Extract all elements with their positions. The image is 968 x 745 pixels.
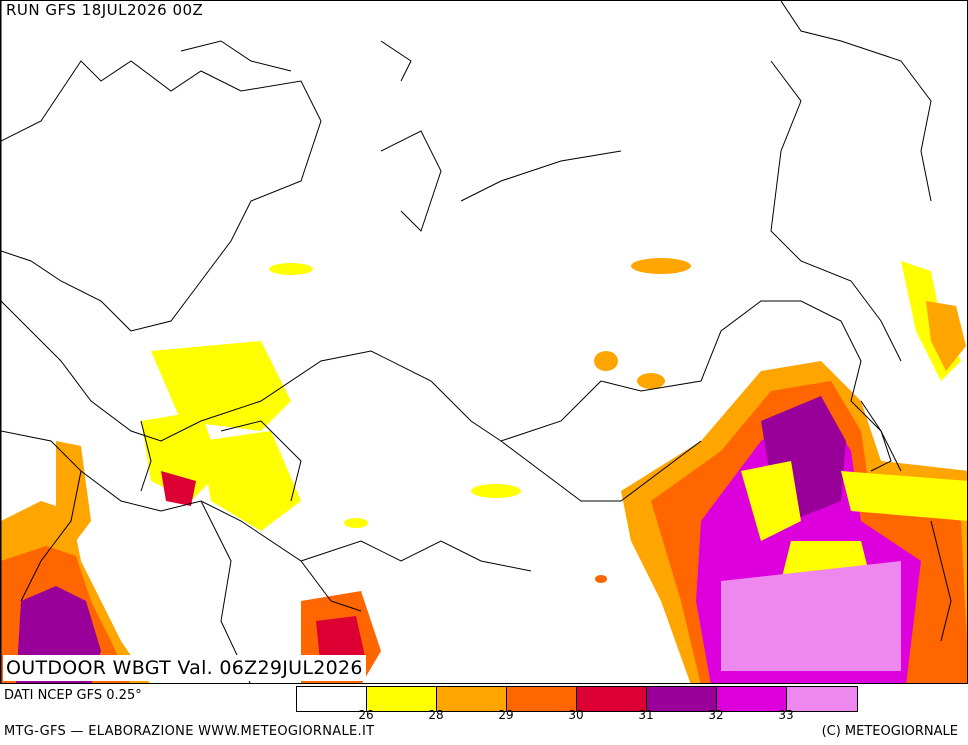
data-source-label: DATI NCEP GFS 0.25° bbox=[4, 688, 142, 703]
legend-tick-label: 26 bbox=[358, 708, 374, 722]
legend-tick-label: 29 bbox=[498, 708, 514, 722]
footer-copyright: (C) METEOGIORNALE bbox=[821, 724, 958, 739]
run-label: RUN GFS 18JUL2026 00Z bbox=[4, 1, 206, 19]
heat-field-east-asia bbox=[621, 261, 967, 683]
map-area bbox=[0, 0, 968, 684]
legend-tick-label: 30 bbox=[568, 708, 584, 722]
country-borders bbox=[1, 1, 952, 683]
legend-tick-label: 32 bbox=[708, 708, 724, 722]
legend-swatch bbox=[507, 687, 577, 711]
legend-swatch bbox=[367, 687, 437, 711]
map-title: OUTDOOR WBGT Val. 06Z29JUL2026 bbox=[3, 655, 366, 681]
legend-swatch bbox=[437, 687, 507, 711]
legend-tick-label: 28 bbox=[428, 708, 444, 722]
heat-spots bbox=[269, 258, 691, 583]
legend-swatch bbox=[647, 687, 717, 711]
legend-swatch bbox=[297, 687, 367, 711]
legend-swatch bbox=[787, 687, 857, 711]
legend-tick-label: 31 bbox=[638, 708, 654, 722]
heat-field-south-asia bbox=[1, 341, 381, 683]
footer-credit: MTG-GFS — ELABORAZIONE WWW.METEOGIORNALE… bbox=[4, 724, 375, 739]
color-legend bbox=[296, 686, 858, 712]
legend-swatch bbox=[717, 687, 787, 711]
wbgt-map bbox=[1, 1, 967, 683]
legend-swatch bbox=[577, 687, 647, 711]
legend-tick-label: 33 bbox=[778, 708, 794, 722]
